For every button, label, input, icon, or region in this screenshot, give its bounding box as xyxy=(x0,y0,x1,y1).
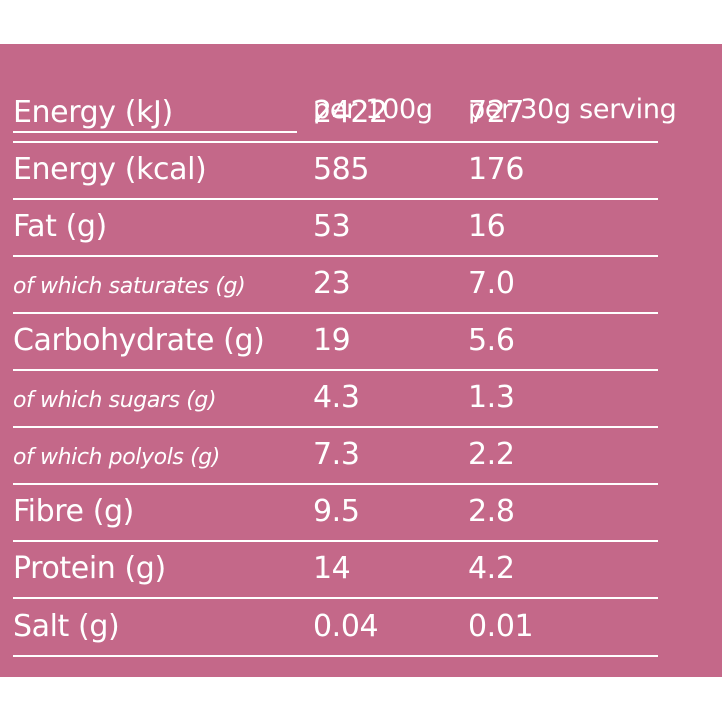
value-per-serving: 16 xyxy=(468,209,506,244)
table-row: Energy (kJ) 2422 727 xyxy=(0,86,722,143)
value-per-serving: 176 xyxy=(468,152,525,187)
row-label: of which polyols (g) xyxy=(13,445,220,470)
table-row: Carbohydrate (g) 19 5.6 xyxy=(0,314,722,371)
table-row: Energy (kcal) 585 176 xyxy=(0,143,722,200)
row-divider xyxy=(13,368,658,371)
row-label: Fat (g) xyxy=(13,209,107,244)
table-row: Protein (g) 14 4.2 xyxy=(0,542,722,599)
row-divider xyxy=(13,425,658,428)
table-row: Salt (g) 0.04 0.01 xyxy=(0,600,722,657)
row-divider xyxy=(13,197,658,200)
value-per-100g: 2422 xyxy=(313,95,388,130)
row-divider xyxy=(13,539,658,542)
header-underline xyxy=(13,131,297,133)
value-per-serving: 7.0 xyxy=(468,266,515,301)
value-per-100g: 585 xyxy=(313,152,370,187)
row-label: of which sugars (g) xyxy=(13,388,217,413)
row-divider xyxy=(13,254,658,257)
value-per-100g: 0.04 xyxy=(313,609,379,644)
value-per-serving: 2.2 xyxy=(468,437,515,472)
table-row: of which sugars (g) 4.3 1.3 xyxy=(0,371,722,428)
value-per-100g: 14 xyxy=(313,551,351,586)
value-per-serving: 0.01 xyxy=(468,609,534,644)
row-label: Carbohydrate (g) xyxy=(13,323,265,358)
row-label: of which saturates (g) xyxy=(13,274,246,299)
value-per-100g: 9.5 xyxy=(313,494,360,529)
row-divider xyxy=(13,311,658,314)
header-per-serving: per 30g serving xyxy=(468,94,677,125)
row-label: Energy (kcal) xyxy=(13,152,207,187)
row-divider xyxy=(13,654,658,657)
row-label: Fibre (g) xyxy=(13,494,134,529)
row-label: Salt (g) xyxy=(13,609,120,644)
table-row: of which polyols (g) 7.3 2.2 xyxy=(0,428,722,485)
row-label: Energy (kJ) xyxy=(13,95,173,130)
value-per-100g: 53 xyxy=(313,209,351,244)
table-row: of which saturates (g) 23 7.0 xyxy=(0,257,722,314)
value-per-serving: 1.3 xyxy=(468,380,515,415)
value-per-100g: 7.3 xyxy=(313,437,360,472)
value-per-serving: 5.6 xyxy=(468,323,515,358)
table-row: Fat (g) 53 16 xyxy=(0,200,722,257)
value-per-100g: 19 xyxy=(313,323,351,358)
row-label: Protein (g) xyxy=(13,551,166,586)
value-per-serving: 2.8 xyxy=(468,494,515,529)
value-per-100g: 4.3 xyxy=(313,380,360,415)
row-divider xyxy=(13,140,658,143)
row-divider xyxy=(13,596,658,599)
value-per-100g: 23 xyxy=(313,266,351,301)
table-row: Fibre (g) 9.5 2.8 xyxy=(0,485,722,542)
value-per-serving: 727 xyxy=(468,95,525,130)
nutrition-table: per 100g per 30g serving Energy (kJ) 242… xyxy=(0,44,722,677)
value-per-serving: 4.2 xyxy=(468,551,515,586)
header-per-100g: per 100g xyxy=(313,94,433,125)
row-divider xyxy=(13,482,658,485)
